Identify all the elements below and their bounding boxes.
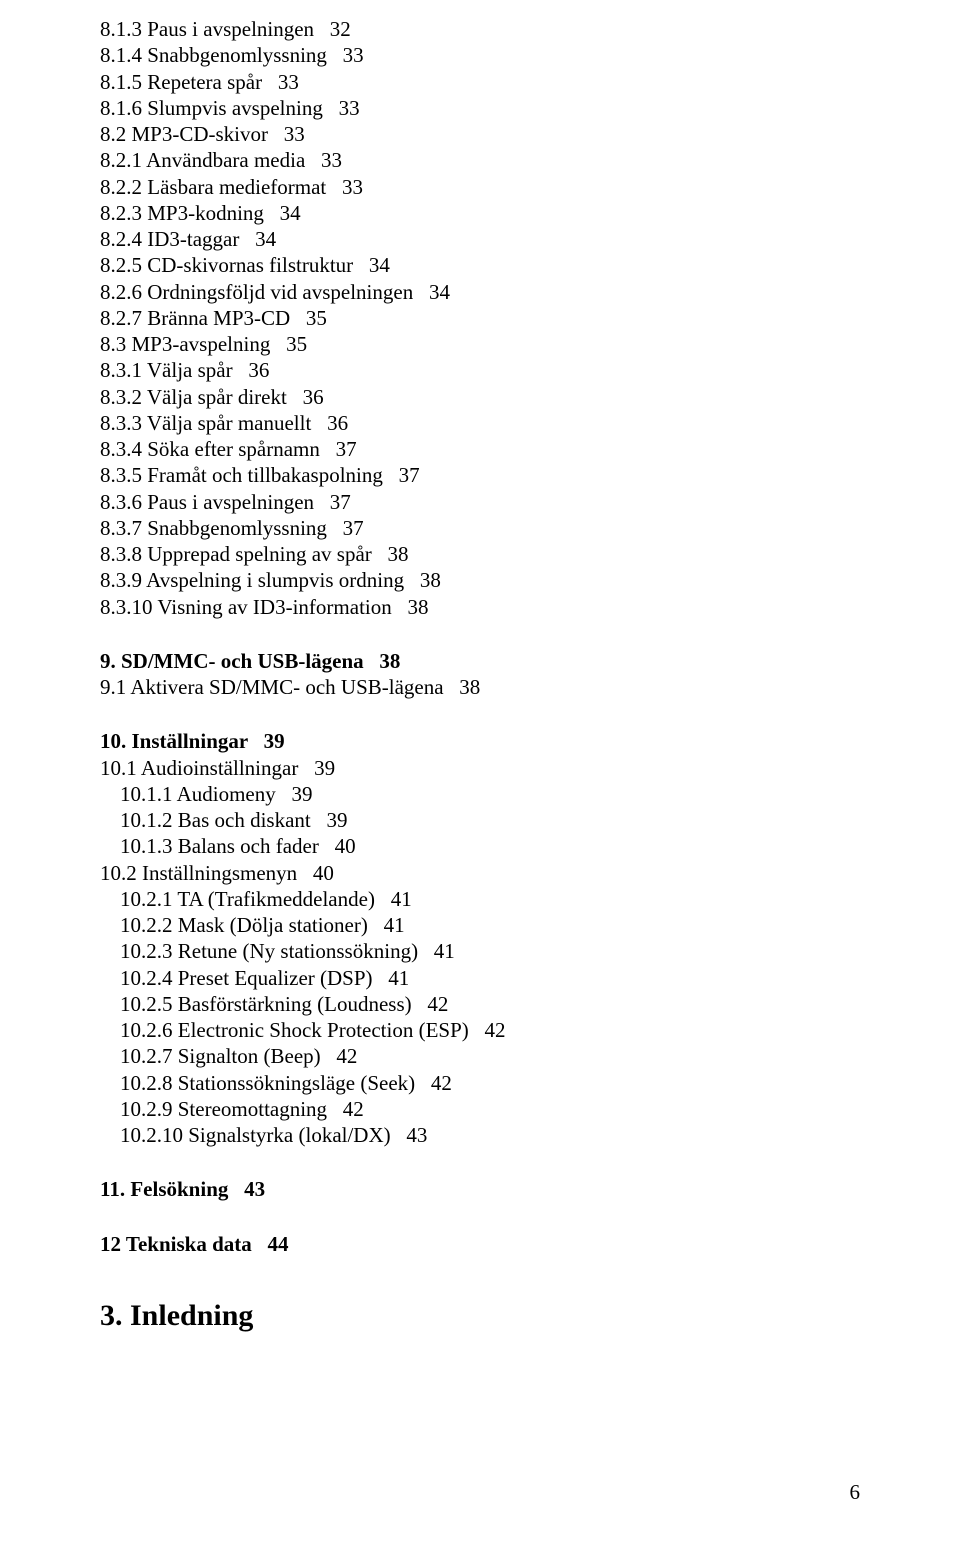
toc-entry: 10.1.2 Bas och diskant 39	[100, 807, 860, 833]
toc-entry: 9.1 Aktivera SD/MMC- och USB-lägena 38	[100, 674, 860, 700]
toc-entry: 8.3.8 Upprepad spelning av spår 38	[100, 541, 860, 567]
toc-entry: 10.2.5 Basförstärkning (Loudness) 42	[100, 991, 860, 1017]
toc-block: 9. SD/MMC- och USB-lägena 389.1 Aktivera…	[100, 648, 860, 701]
toc-entry: 10.2.7 Signalton (Beep) 42	[100, 1043, 860, 1069]
toc-entry: 8.2.3 MP3-kodning 34	[100, 200, 860, 226]
toc-entry: 10.2.9 Stereomottagning 42	[100, 1096, 860, 1122]
toc-entry: 10.2.8 Stationssökningsläge (Seek) 42	[100, 1070, 860, 1096]
toc-block: 8.1.3 Paus i avspelningen 328.1.4 Snabbg…	[100, 16, 860, 620]
document-page: 8.1.3 Paus i avspelningen 328.1.4 Snabbg…	[0, 0, 960, 1545]
toc-entry: 11. Felsökning 43	[100, 1176, 860, 1202]
toc-entry: 9. SD/MMC- och USB-lägena 38	[100, 648, 860, 674]
toc-entry: 10.2.4 Preset Equalizer (DSP) 41	[100, 965, 860, 991]
toc-entry: 8.3.2 Välja spår direkt 36	[100, 384, 860, 410]
toc-entry: 10.1.1 Audiomeny 39	[100, 781, 860, 807]
toc-entry: 10.1 Audioinställningar 39	[100, 755, 860, 781]
toc-entry: 8.3 MP3-avspelning 35	[100, 331, 860, 357]
toc-entry: 8.3.7 Snabbgenomlyssning 37	[100, 515, 860, 541]
page-number: 6	[850, 1479, 861, 1505]
toc-entry: 8.3.10 Visning av ID3-information 38	[100, 594, 860, 620]
table-of-contents: 8.1.3 Paus i avspelningen 328.1.4 Snabbg…	[100, 16, 860, 1257]
toc-entry: 10.2.10 Signalstyrka (lokal/DX) 43	[100, 1122, 860, 1148]
toc-entry: 8.2.5 CD-skivornas filstruktur 34	[100, 252, 860, 278]
toc-entry: 10.2.2 Mask (Dölja stationer) 41	[100, 912, 860, 938]
toc-entry: 8.3.1 Välja spår 36	[100, 357, 860, 383]
toc-entry: 10.2.3 Retune (Ny stationssökning) 41	[100, 938, 860, 964]
toc-entry: 10.2 Inställningsmenyn 40	[100, 860, 860, 886]
toc-block: 12 Tekniska data 44	[100, 1231, 860, 1257]
section-heading: 3. Inledning	[100, 1297, 860, 1335]
toc-entry: 10.2.1 TA (Trafikmeddelande) 41	[100, 886, 860, 912]
toc-entry: 8.3.3 Välja spår manuellt 36	[100, 410, 860, 436]
toc-entry: 8.3.6 Paus i avspelningen 37	[100, 489, 860, 515]
toc-entry: 8.2 MP3-CD-skivor 33	[100, 121, 860, 147]
toc-entry: 8.2.4 ID3-taggar 34	[100, 226, 860, 252]
toc-entry: 8.1.5 Repetera spår 33	[100, 69, 860, 95]
toc-entry: 8.2.6 Ordningsföljd vid avspelningen 34	[100, 279, 860, 305]
toc-entry: 8.3.4 Söka efter spårnamn 37	[100, 436, 860, 462]
toc-entry: 8.1.6 Slumpvis avspelning 33	[100, 95, 860, 121]
toc-entry: 10.2.6 Electronic Shock Protection (ESP)…	[100, 1017, 860, 1043]
toc-entry: 8.1.4 Snabbgenomlyssning 33	[100, 42, 860, 68]
toc-entry: 12 Tekniska data 44	[100, 1231, 860, 1257]
toc-block: 11. Felsökning 43	[100, 1176, 860, 1202]
toc-entry: 8.2.7 Bränna MP3-CD 35	[100, 305, 860, 331]
toc-entry: 8.2.2 Läsbara medieformat 33	[100, 174, 860, 200]
toc-entry: 8.3.5 Framåt och tillbakaspolning 37	[100, 462, 860, 488]
toc-entry: 10. Inställningar 39	[100, 728, 860, 754]
toc-block: 10. Inställningar 3910.1 Audioinställnin…	[100, 728, 860, 1148]
toc-entry: 8.3.9 Avspelning i slumpvis ordning 38	[100, 567, 860, 593]
toc-entry: 8.1.3 Paus i avspelningen 32	[100, 16, 860, 42]
toc-entry: 8.2.1 Användbara media 33	[100, 147, 860, 173]
toc-entry: 10.1.3 Balans och fader 40	[100, 833, 860, 859]
